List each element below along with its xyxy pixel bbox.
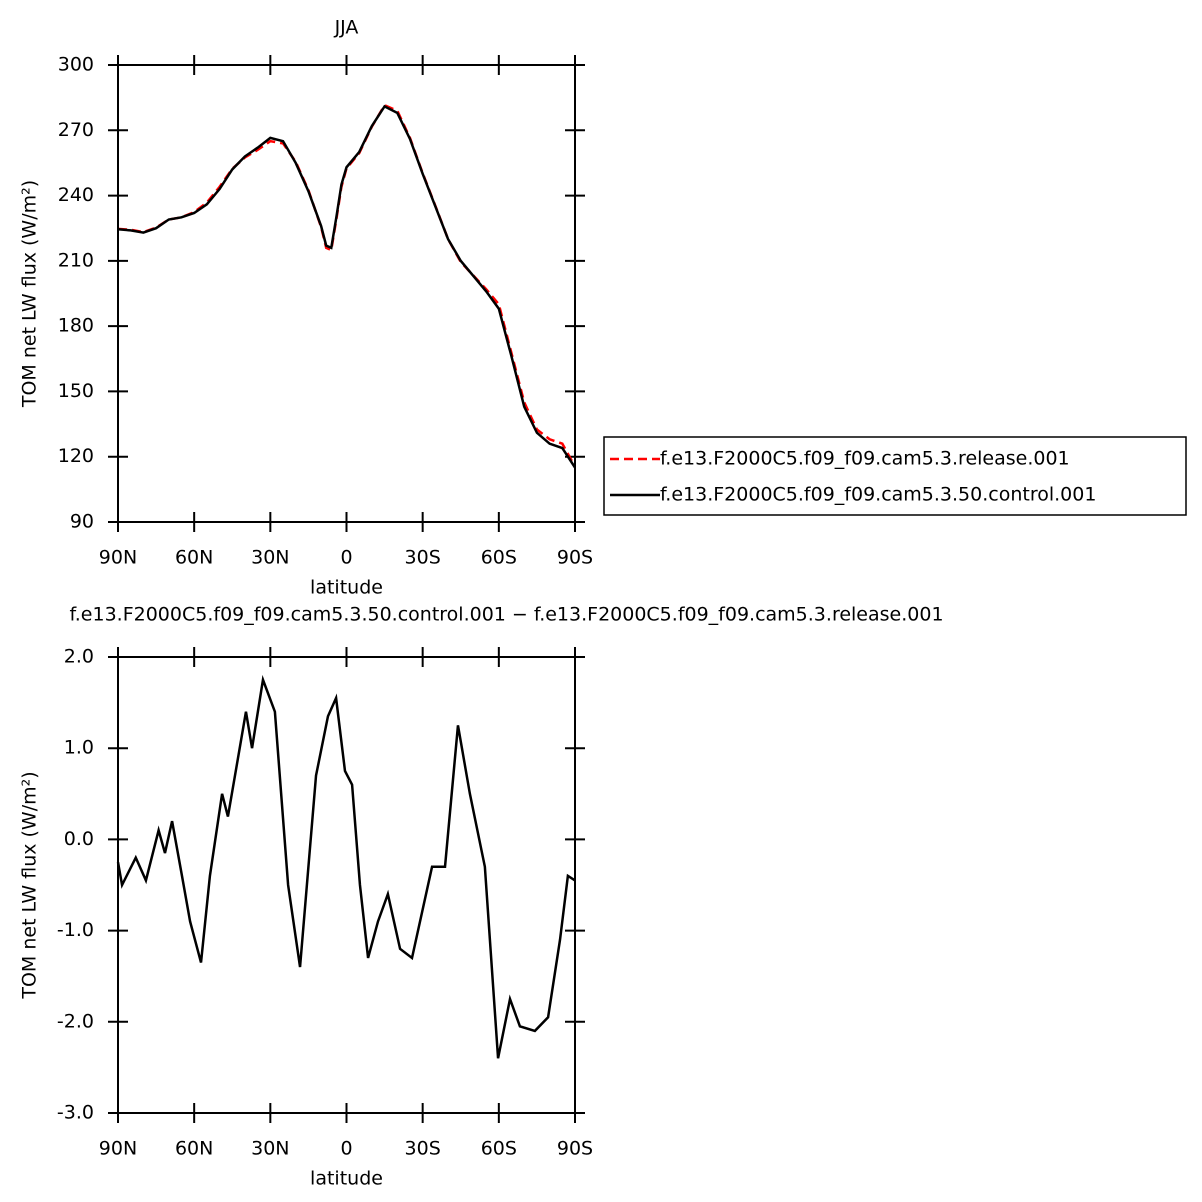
x-tick-label: 90S <box>557 547 593 569</box>
x-tick-label: 30S <box>405 1138 441 1160</box>
y-tick-label: 1.0 <box>64 737 94 759</box>
legend-label: f.e13.F2000C5.f09_f09.cam5.3.release.001 <box>660 448 1070 470</box>
y-axis-label: TOM net LW flux (W/m²) <box>19 771 41 999</box>
plot-frame <box>117 656 576 1114</box>
y-tick-label: 120 <box>58 445 94 467</box>
chart-title: JJA <box>334 17 359 39</box>
legend-label: f.e13.F2000C5.f09_f09.cam5.3.50.control.… <box>660 484 1096 506</box>
plot-frame <box>117 64 576 523</box>
x-tick-label: 90N <box>99 1138 137 1160</box>
y-axis-label: TOM net LW flux (W/m²) <box>19 180 41 408</box>
y-tick-label: 2.0 <box>64 646 94 668</box>
y-tick-label: 270 <box>58 119 94 141</box>
x-axis-label: latitude <box>310 577 383 599</box>
x-tick-label: 60S <box>481 1138 517 1160</box>
chart-title: f.e13.F2000C5.f09_f09.cam5.3.50.control.… <box>69 604 943 626</box>
y-tick-label: -3.0 <box>57 1102 94 1124</box>
x-tick-label: 60N <box>175 547 213 569</box>
x-tick-label: 30N <box>251 1138 289 1160</box>
y-tick-label: 180 <box>58 315 94 337</box>
y-tick-label: 90 <box>70 511 94 533</box>
x-tick-label: 90N <box>99 547 137 569</box>
y-tick-label: 150 <box>58 380 94 402</box>
x-tick-label: 60N <box>175 1138 213 1160</box>
x-tick-label: 60S <box>481 547 517 569</box>
data-line <box>117 103 577 468</box>
data-line <box>116 674 576 1059</box>
y-tick-label: -2.0 <box>57 1010 94 1032</box>
x-tick-label: 0 <box>340 1138 352 1160</box>
x-axis-label: latitude <box>310 1168 383 1190</box>
y-tick-label: 210 <box>58 249 94 271</box>
y-tick-label: 240 <box>58 184 94 206</box>
x-tick-label: 90S <box>557 1138 593 1160</box>
x-tick-label: 30S <box>405 547 441 569</box>
legend-box <box>603 436 1187 516</box>
y-tick-label: 0.0 <box>64 828 94 850</box>
data-line <box>117 104 577 469</box>
x-tick-label: 30N <box>251 547 289 569</box>
y-tick-label: -1.0 <box>57 919 94 941</box>
y-tick-label: 300 <box>58 54 94 76</box>
x-tick-label: 0 <box>340 547 352 569</box>
